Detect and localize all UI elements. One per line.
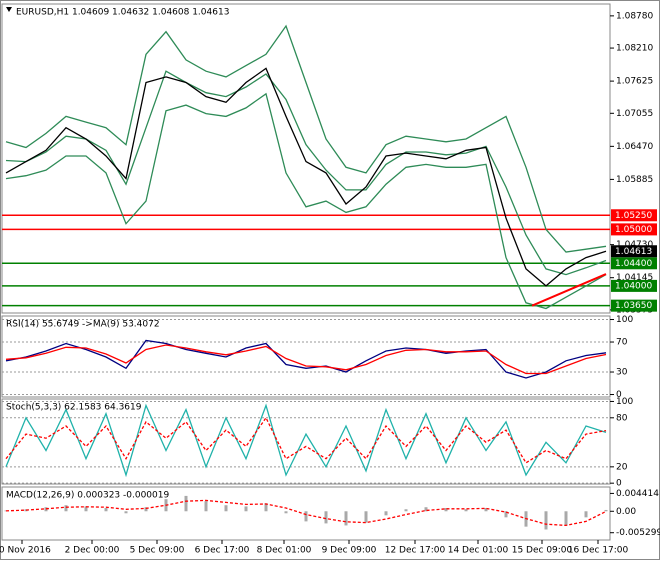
- y-tick-label: 1.05885: [616, 175, 653, 185]
- series-line: [5, 403, 607, 478]
- last-price-label: 1.04613: [615, 247, 652, 257]
- y-tick-label: 0.00: [616, 507, 636, 517]
- series-line: [5, 24, 607, 253]
- last-price-box: [611, 245, 657, 258]
- y-tick-label: 1.04145: [616, 273, 653, 283]
- y-tick-label: 0: [616, 479, 622, 489]
- level-label: 1.05000: [615, 225, 652, 235]
- series-line: [5, 344, 607, 375]
- y-tick-label: 1.07625: [616, 77, 653, 87]
- y-tick-label: 1.08780: [616, 11, 653, 21]
- level-box: [611, 257, 657, 270]
- y-tick-label: 1.06470: [616, 142, 653, 152]
- panel: [1, 398, 611, 485]
- x-tick-label: 9 Dec 09:00: [322, 546, 377, 556]
- level-box: [611, 299, 657, 312]
- series-line: [5, 70, 607, 276]
- series-line: [5, 499, 607, 527]
- level-box: [611, 209, 657, 222]
- x-tick-label: 8 Dec 01:00: [257, 546, 312, 556]
- level-label: 1.05250: [615, 211, 652, 221]
- y-tick-label: 100: [616, 397, 633, 407]
- x-tick-label: 5 Dec 09:00: [130, 546, 185, 556]
- y-tick-label: 0: [616, 390, 622, 400]
- y-tick-label: 70: [616, 338, 628, 348]
- level-box: [611, 223, 657, 236]
- y-tick-label: 1.08210: [616, 44, 653, 54]
- series-line: [5, 339, 607, 379]
- level-label: 1.03650: [615, 301, 652, 311]
- y-tick-label: 100: [616, 315, 633, 325]
- series-line: [5, 67, 607, 287]
- y-tick-label: 80: [616, 413, 628, 423]
- panel: [1, 315, 611, 398]
- panel: [1, 486, 611, 541]
- panel-title: EURUSD,H1 1.04609 1.04632 1.04608 1.0461…: [16, 8, 229, 18]
- level-label: 1.04000: [615, 281, 652, 291]
- x-tick-label: 16 Dec 17:00: [568, 546, 629, 556]
- level-label: 1.04400: [615, 259, 652, 269]
- x-tick-label: 14 Dec 01:00: [448, 546, 509, 556]
- x-tick-label: 12 Dec 17:00: [385, 546, 446, 556]
- menu-arrow: [6, 7, 12, 12]
- panel-title: RSI(14) 55.6749 ->MA(9) 53.4072: [6, 320, 160, 330]
- series-line: [5, 416, 607, 464]
- y-tick-label: -0.005299: [616, 528, 660, 538]
- y-tick-label: 1.07055: [616, 109, 653, 119]
- y-tick-label: 20: [616, 462, 628, 472]
- level-box: [611, 279, 657, 292]
- y-tick-label: 0.004414: [616, 489, 659, 499]
- trendline: [531, 273, 607, 307]
- x-tick-label: 6 Dec 17:00: [195, 546, 250, 556]
- panel: [1, 3, 611, 314]
- x-tick-label: 15 Dec 09:00: [512, 546, 573, 556]
- y-tick-label: 30: [616, 368, 628, 378]
- panel-title: MACD(12,26,9) 0.000323 -0.000019: [6, 491, 169, 501]
- x-tick-label: 30 Nov 2016: [0, 546, 51, 556]
- y-tick-label: 1.04730: [616, 240, 653, 250]
- panel-title: Stoch(5,3,3) 62.1583 64.3619: [6, 403, 142, 413]
- series-line: [5, 92, 607, 310]
- x-tick-label: 2 Dec 00:00: [65, 546, 120, 556]
